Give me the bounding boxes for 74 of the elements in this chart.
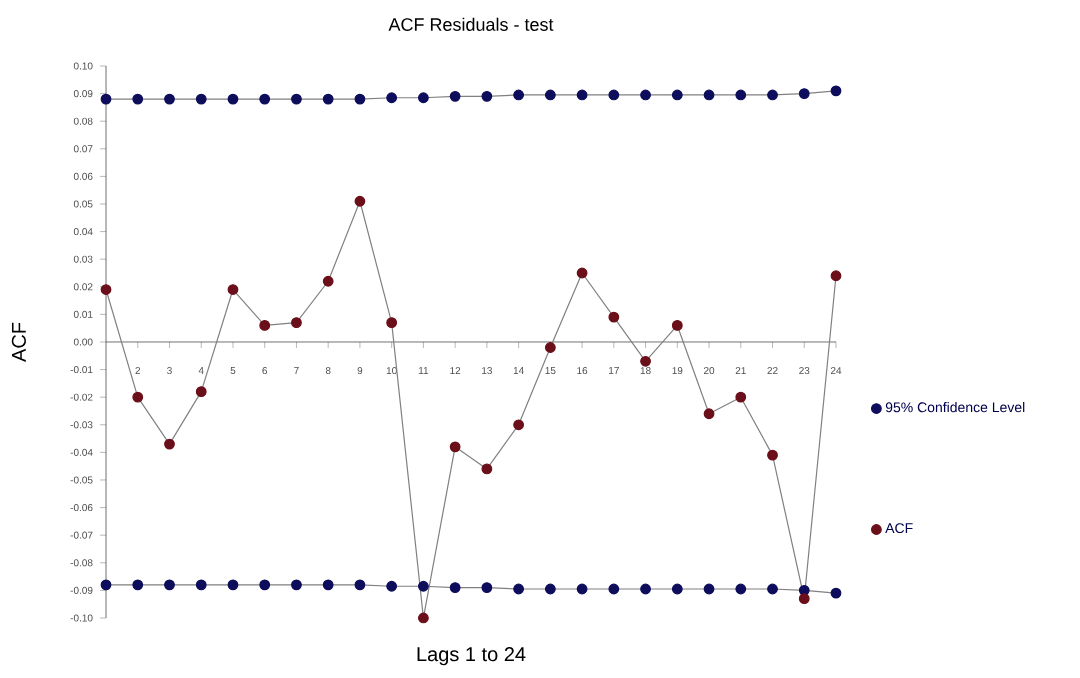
point: [703, 408, 715, 420]
point: [259, 320, 271, 331]
point: [100, 579, 112, 591]
point: [608, 89, 620, 101]
point: [291, 317, 302, 329]
point: [703, 89, 715, 101]
point: [830, 270, 842, 282]
point: [354, 93, 366, 105]
point: [576, 89, 588, 101]
point: [608, 311, 620, 323]
point: [481, 463, 493, 475]
point: [354, 579, 366, 591]
point: [132, 579, 144, 591]
point: [767, 89, 778, 101]
point: [322, 275, 334, 287]
point: [100, 93, 112, 105]
point: [259, 579, 271, 591]
point: [227, 93, 239, 105]
point: [544, 583, 556, 595]
point: [322, 579, 334, 591]
point: [576, 583, 588, 595]
point: [227, 284, 239, 295]
point: [164, 579, 175, 591]
point: [608, 583, 620, 595]
y-axis-title: ACF: [11, 322, 26, 362]
point: [671, 89, 683, 101]
point: [703, 583, 715, 595]
point: [195, 386, 207, 398]
point: [449, 582, 461, 594]
point: [576, 267, 588, 279]
point: [798, 88, 810, 99]
point: [513, 419, 525, 431]
point: [481, 582, 493, 594]
point: [544, 89, 556, 101]
point: [544, 342, 556, 353]
point: [798, 593, 810, 605]
point: [830, 587, 842, 599]
point: [322, 93, 334, 105]
point: [291, 579, 302, 591]
point: [259, 93, 271, 105]
point: [481, 90, 493, 102]
point: [386, 92, 398, 104]
point: [735, 391, 747, 403]
point: [640, 583, 651, 595]
point: [164, 438, 175, 450]
point: [195, 93, 207, 105]
point: [227, 579, 239, 591]
point: [132, 93, 144, 105]
point: [513, 89, 525, 101]
point: [164, 93, 175, 105]
point: [291, 93, 302, 105]
point: [640, 355, 651, 367]
point: [386, 317, 398, 329]
chart-title: ACF Residuals - test: [388, 17, 554, 31]
point: [195, 579, 207, 591]
point: [449, 441, 461, 453]
point: [418, 580, 429, 592]
point: [767, 583, 778, 595]
point: [671, 583, 683, 595]
point: [513, 583, 525, 595]
point: [418, 612, 429, 624]
point: [354, 195, 366, 207]
point: [735, 89, 747, 101]
point: [132, 391, 144, 403]
point: [418, 92, 429, 104]
point: [386, 580, 398, 592]
point: [671, 320, 683, 331]
x-axis-title: Lags 1 to 24: [417, 647, 526, 666]
point: [640, 89, 651, 101]
point: [735, 583, 747, 595]
point: [449, 90, 461, 102]
point: [100, 284, 112, 295]
point: [767, 449, 778, 461]
point: [830, 85, 842, 97]
